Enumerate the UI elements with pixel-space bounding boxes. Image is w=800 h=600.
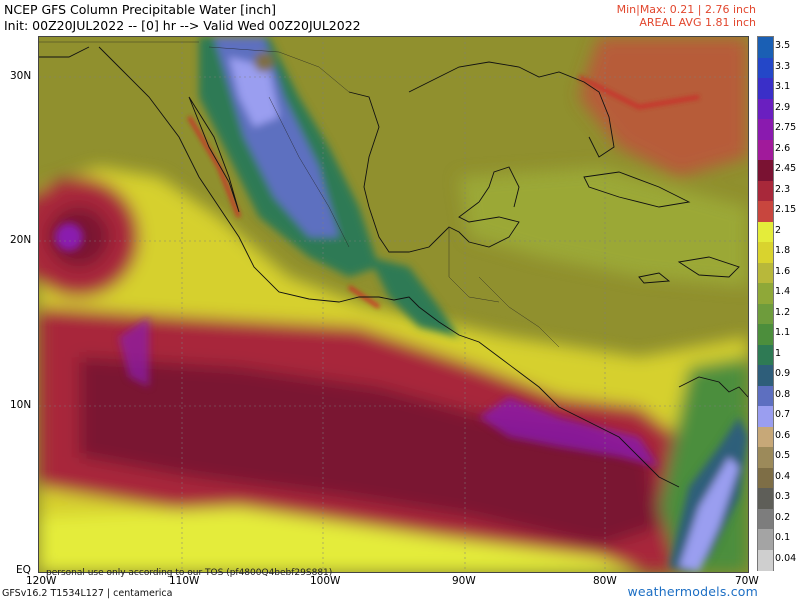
colorbar-label: 1.6: [775, 265, 791, 277]
colorbar-label: 2.9: [775, 101, 791, 113]
colorbar-swatch: [758, 180, 773, 202]
map-title: NCEP GFS Column Precipitable Water [inch…: [4, 2, 277, 17]
model-info: GFSv16.2 T1534L127 | centamerica: [2, 588, 173, 599]
lat-label-30n: 30N: [10, 70, 32, 82]
colorbar-swatch: [758, 98, 773, 120]
colorbar-swatch: [758, 201, 773, 222]
colorbar-swatch: [758, 447, 773, 468]
colorbar-label: 0.8: [775, 388, 791, 400]
colorbar-label: 0.04: [775, 552, 797, 564]
colorbar-swatch: [758, 324, 773, 345]
watermark-logo[interactable]: weathermodels.com: [627, 584, 758, 599]
colorbar-label: 0.1: [775, 532, 791, 544]
lat-label-20n: 20N: [10, 234, 32, 246]
colorbar-label: 1.4: [775, 286, 791, 298]
colorbar-swatch: [758, 242, 773, 263]
coastlines: [39, 46, 748, 488]
colorbar-label: 2.75: [775, 122, 797, 134]
lon-label-80w: 80W: [593, 575, 617, 587]
colorbar-label: 1.8: [775, 245, 791, 257]
minmax-stat: Min|Max: 0.21 | 2.76 inch: [616, 3, 756, 16]
colorbar-swatch: [758, 344, 773, 366]
lon-label-70w: 70W: [735, 575, 759, 587]
colorbar-swatch: [758, 529, 773, 550]
lat-label-10n: 10N: [10, 399, 32, 411]
colorbar-swatch: [758, 508, 773, 530]
stats: Min|Max: 0.21 | 2.76 inch AREAL AVG 1.81…: [617, 3, 756, 29]
colorbar-label: 3.3: [775, 60, 791, 72]
lon-label-100w: 100W: [310, 575, 341, 587]
colorbar-label: 2: [775, 224, 782, 236]
colorbar-label: 2.3: [775, 183, 791, 195]
areal-avg-stat: AREAL AVG 1.81 inch: [639, 16, 756, 29]
tos-disclaimer: personal use only according to our TOS (…: [46, 568, 333, 578]
map-subtitle: Init: 00Z20JUL2022 -- [0] hr --> Valid W…: [4, 18, 361, 33]
colorbar-label: 0.5: [775, 450, 791, 462]
colorbar-swatch: [758, 426, 773, 448]
colorbar-label: 0.7: [775, 409, 791, 421]
colorbar-label: 2.15: [775, 204, 797, 216]
colorbar-label: 1: [775, 347, 782, 359]
colorbar-swatch: [758, 488, 773, 509]
colorbar-swatch: [758, 549, 773, 571]
colorbar-label: 2.6: [775, 142, 791, 154]
colorbar-swatch: [758, 37, 773, 58]
colorbar-swatch: [758, 406, 773, 427]
colorbar-swatch: [758, 221, 773, 243]
colorbar-swatch: [758, 467, 773, 489]
colorbar-label: 1.2: [775, 306, 791, 318]
colorbar-label: 1.1: [775, 327, 791, 339]
colorbar-swatch: [758, 119, 773, 140]
colorbar-label: 0.9: [775, 368, 791, 380]
colorbar-label: 3.5: [775, 40, 791, 52]
colorbar-label: 2.45: [775, 163, 797, 175]
lon-label-110w: 110W: [169, 575, 200, 587]
colorbar-swatch: [758, 57, 773, 79]
precip-water-field: [39, 37, 748, 572]
colorbar-swatch: [758, 262, 773, 284]
header: NCEP GFS Column Precipitable Water [inch…: [4, 2, 361, 34]
colorbar: [757, 36, 774, 571]
colorbar-label: 0.2: [775, 511, 791, 523]
colorbar-label: 0.4: [775, 470, 791, 482]
colorbar-label: 3.1: [775, 81, 791, 93]
lat-label-eq: EQ: [16, 564, 31, 576]
lon-label-120w: 120W: [26, 575, 57, 587]
colorbar-label: 0.3: [775, 491, 791, 503]
colorbar-swatch: [758, 385, 773, 407]
colorbar-swatch: [758, 160, 773, 181]
colorbar-swatch: [758, 303, 773, 325]
colorbar-swatch: [758, 78, 773, 99]
colorbar-swatch: [758, 283, 773, 304]
borders: [39, 41, 560, 348]
colorbar-label: 0.6: [775, 429, 791, 441]
lon-label-90w: 90W: [452, 575, 476, 587]
colorbar-swatch: [758, 139, 773, 161]
colorbar-swatch: [758, 365, 773, 386]
map-view[interactable]: [38, 36, 749, 573]
